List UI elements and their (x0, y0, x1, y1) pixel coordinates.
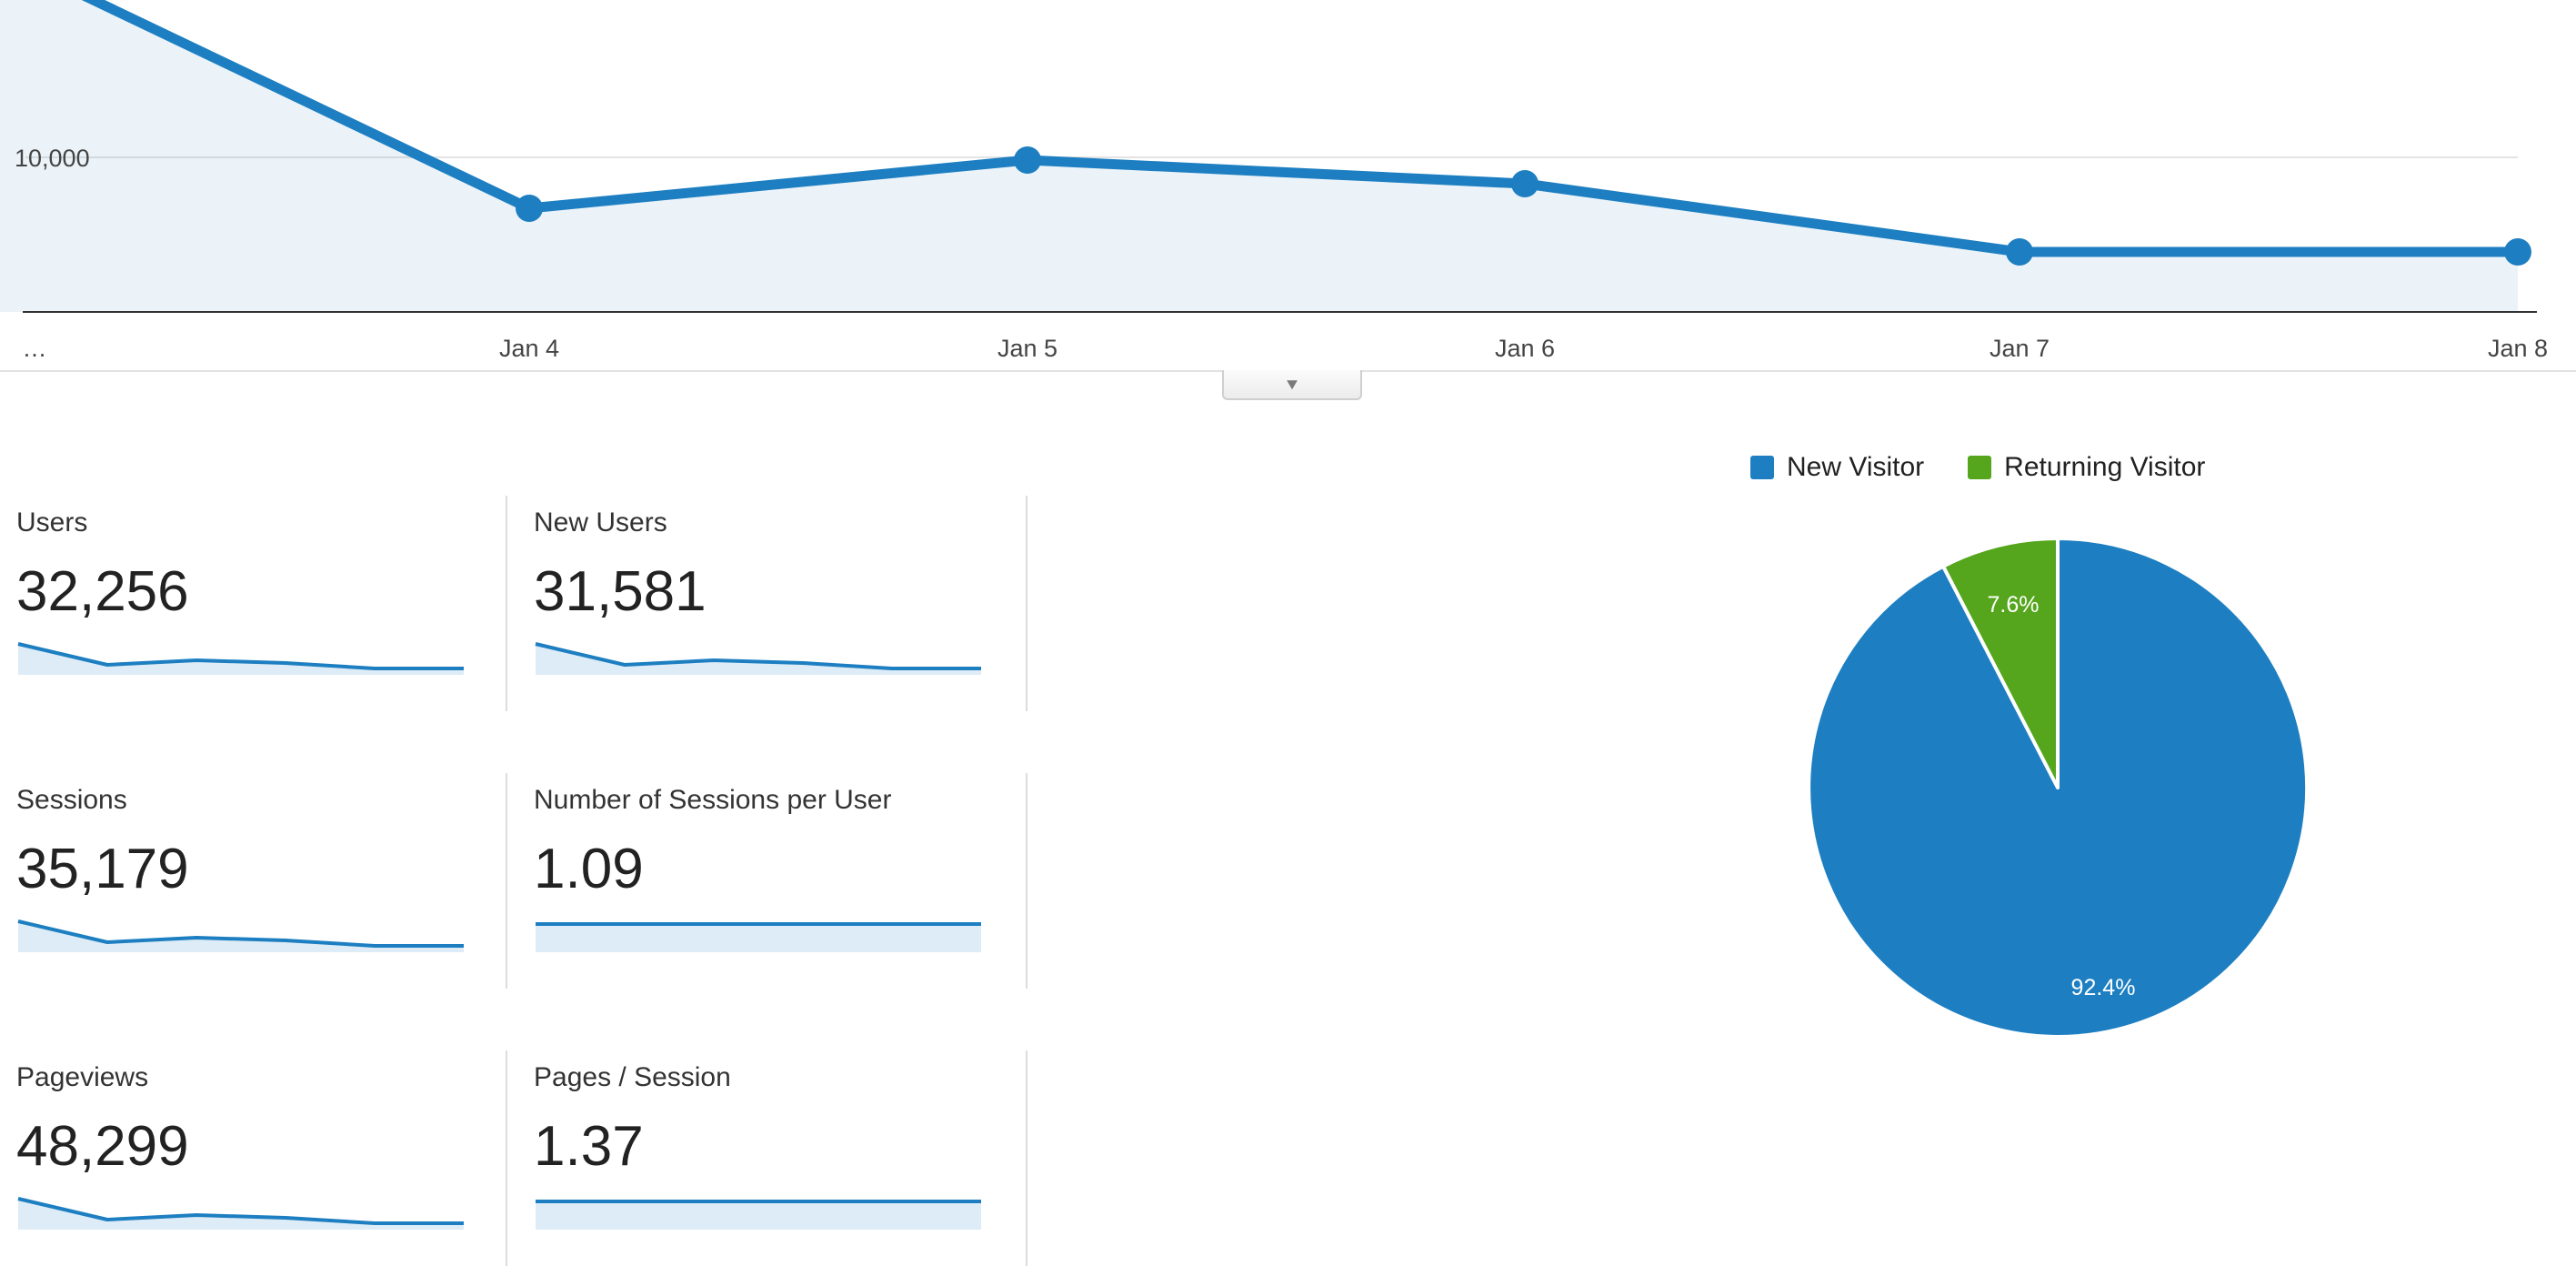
metrics-summary-grid: Users 32,256 New Users 31,581 Sessions 3… (16, 496, 1027, 1266)
x-axis-label: Jan 7 (1990, 335, 2050, 362)
metric-value: 35,179 (16, 838, 189, 900)
metric-card-users: Users 32,256 (16, 496, 507, 711)
sparkline-line (17, 919, 464, 948)
data-point-jan-8[interactable] (2504, 238, 2531, 266)
metric-value: 1.37 (534, 1115, 644, 1178)
data-point-jan-5[interactable] (1014, 146, 1041, 174)
chevron-down-icon: ▼ (1283, 376, 1301, 393)
metric-sparkline[interactable] (16, 919, 476, 953)
metric-value: 32,256 (16, 560, 189, 623)
sparkline-fill (536, 924, 981, 952)
x-axis-label: … (23, 335, 47, 362)
metric-card-sessions: Sessions 35,179 (16, 773, 507, 989)
x-axis-label: Jan 8 (2488, 335, 2548, 362)
metric-card-pages-per-session: Pages / Session 1.37 (507, 1050, 1027, 1266)
metric-value: 48,299 (16, 1115, 189, 1178)
metric-label: Users (16, 507, 88, 538)
series-area-fill (0, 0, 2518, 312)
pie-percentage-label: 7.6% (1988, 592, 2040, 618)
x-axis-label: Jan 5 (997, 335, 1057, 362)
metric-sparkline[interactable] (16, 641, 476, 676)
metric-sparkline[interactable] (16, 1196, 476, 1231)
legend-swatch-green (1968, 456, 1992, 479)
y-axis-tick-label: 10,000 (15, 145, 90, 172)
metric-sparkline[interactable] (534, 641, 993, 676)
sparkline-fill (536, 1201, 981, 1230)
metric-sparkline[interactable] (534, 1196, 993, 1231)
pie-slice-returning-visitor[interactable] (1941, 537, 2060, 789)
data-point-jan-4[interactable] (516, 195, 543, 222)
pie-legend: New Visitor Returning Visitor (1750, 452, 2205, 483)
metric-card-pageviews: Pageviews 48,299 (16, 1050, 507, 1266)
metric-card-new-users: New Users 31,581 (507, 496, 1027, 711)
metric-label: Sessions (16, 785, 127, 815)
legend-swatch-blue (1750, 456, 1774, 479)
metric-label: Pageviews (16, 1062, 149, 1092)
metric-label: Pages / Session (534, 1062, 731, 1092)
metric-label: New Users (534, 507, 667, 538)
x-axis-label: Jan 4 (499, 335, 559, 362)
metric-value: 31,581 (534, 560, 707, 623)
x-axis-label: Jan 6 (1495, 335, 1555, 362)
legend-item-new-visitor: New Visitor (1750, 452, 1924, 483)
metric-value: 1.09 (534, 838, 644, 900)
legend-item-returning-visitor: Returning Visitor (1968, 452, 2205, 483)
metric-card-sessions-per-user: Number of Sessions per User 1.09 (507, 773, 1027, 989)
pie-percentage-label: 92.4% (2071, 975, 2136, 1000)
data-point-jan-6[interactable] (1511, 170, 1539, 197)
collapse-chart-button[interactable]: ▼ (1222, 370, 1362, 400)
sparkline-line (17, 642, 464, 670)
legend-label: New Visitor (1787, 452, 1925, 482)
legend-label: Returning Visitor (2004, 452, 2206, 482)
metric-label: Number of Sessions per User (534, 785, 892, 815)
series-line (81, 0, 2523, 257)
visitor-type-pie-chart[interactable]: 7.6% 92.4% (1806, 536, 2310, 1040)
sparkline-line (17, 1197, 464, 1225)
data-point-jan-7[interactable] (2006, 238, 2033, 266)
metric-sparkline[interactable] (534, 919, 993, 953)
sparkline-line (535, 642, 981, 670)
sessions-over-time-chart[interactable]: 10,000 … Jan 4 Jan 5 Jan 6 Jan 7 Jan 8 (0, 0, 2576, 364)
